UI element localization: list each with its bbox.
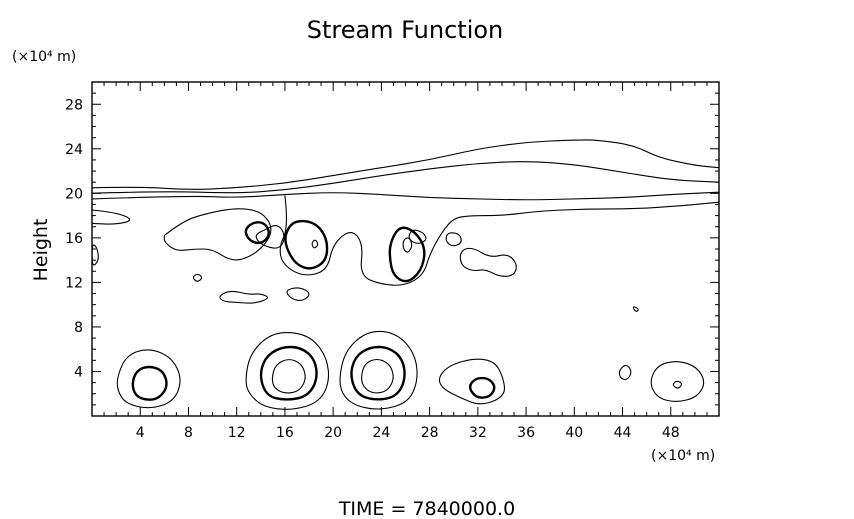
x-tick-label: 48: [662, 425, 680, 441]
x-tick-label: 20: [324, 425, 342, 441]
contour-line-26: [350, 345, 406, 401]
x-tick-label: 44: [614, 425, 632, 441]
chart-title: Stream Function: [307, 16, 504, 44]
contour-line-10: [219, 290, 269, 304]
time-footer: TIME = 7840000.0: [338, 498, 515, 519]
contour-line-1: [92, 161, 719, 194]
x-tick-label: 36: [517, 425, 535, 441]
x-tick-label: 28: [421, 425, 439, 441]
x-tick-label: 8: [184, 425, 193, 441]
contour-line-25: [339, 330, 418, 410]
contour-line-3: [92, 209, 131, 225]
contour-line-8: [445, 232, 462, 247]
y-unit-label: (×10⁴ m): [12, 49, 76, 65]
contour-line-18: [388, 226, 426, 283]
contour-line-27: [361, 358, 394, 394]
contour-line-9: [459, 247, 517, 277]
y-tick-label: 4: [74, 364, 83, 380]
contour-line-4: [279, 195, 719, 286]
contour-line-17: [311, 239, 319, 249]
contour-line-14: [92, 244, 99, 266]
contour-line-12: [192, 273, 203, 282]
contour-lines: [92, 139, 719, 410]
contour-line-7: [408, 229, 427, 244]
contour-line-31: [650, 361, 705, 402]
x-tick-label: 40: [565, 425, 583, 441]
contour-line-29: [468, 376, 496, 399]
contour-line-6: [255, 225, 285, 249]
x-unit-label: (×10⁴ m): [651, 448, 715, 464]
y-tick-label: 24: [65, 142, 83, 158]
y-axis-label: Height: [30, 219, 52, 282]
contour-line-32: [672, 380, 682, 389]
y-tick-label: 12: [65, 275, 83, 291]
contour-line-2: [92, 191, 719, 201]
plot-frame: [91, 81, 720, 417]
contour-line-11: [286, 287, 310, 301]
contour-line-0: [92, 139, 719, 190]
y-tick-label: 28: [65, 97, 83, 113]
contour-line-24: [271, 359, 306, 394]
x-tick-label: 12: [228, 425, 246, 441]
contour-line-19: [402, 237, 413, 253]
contour-line-28: [438, 358, 506, 405]
contour-line-16: [284, 219, 329, 270]
contour-line-13: [632, 306, 639, 312]
x-tick-label: 16: [276, 425, 294, 441]
x-tick-label: 4: [136, 425, 145, 441]
x-tick-label: 32: [469, 425, 487, 441]
y-tick-label: 20: [65, 186, 83, 202]
y-tick-label: 16: [65, 231, 83, 247]
contour-line-22: [245, 331, 330, 410]
x-tick-label: 24: [372, 425, 390, 441]
contour-line-15: [244, 221, 270, 245]
y-tick-label: 8: [74, 320, 83, 336]
contour-line-21: [131, 365, 168, 401]
contour-line-23: [259, 345, 318, 401]
contour-line-5: [163, 208, 272, 261]
contour-line-30: [618, 364, 632, 381]
contour-line-20: [116, 349, 181, 409]
